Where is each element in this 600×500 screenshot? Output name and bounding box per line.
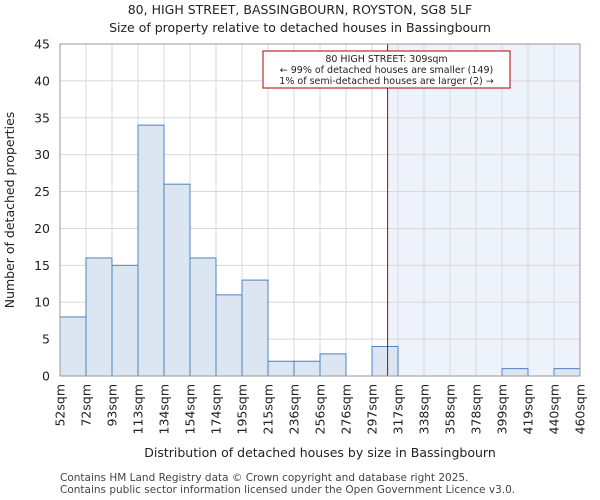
x-tick-label: 113sqm [131,384,146,434]
x-tick-label: 215sqm [261,384,276,434]
y-tick-label: 0 [42,369,50,384]
x-tick-label: 52sqm [53,384,68,427]
x-tick-label: 297sqm [365,384,380,434]
y-axis-label: Number of detached properties [2,112,17,309]
x-tick-label: 440sqm [547,384,562,434]
x-tick-label: 338sqm [417,384,432,434]
annotation-line-1: 80 HIGH STREET: 309sqm [325,54,447,65]
x-tick-label: 93sqm [105,384,120,427]
bar [85,257,113,377]
y-tick-label: 20 [34,221,50,236]
annotation-frame [262,50,511,89]
bar [293,360,321,377]
x-tick-label: 460sqm [573,384,588,434]
x-axis-label: Distribution of detached houses by size … [144,445,496,460]
x-tick-label: 154sqm [183,384,198,434]
y-tick-label: 40 [34,73,50,88]
larger-region-shade [387,44,580,376]
x-tick-label: 72sqm [79,384,94,427]
bar [501,368,529,377]
footer-copyright: Contains HM Land Registry data © Crown c… [60,472,468,484]
annotation-box: 80 HIGH STREET: 309sqm ← 99% of detached… [262,50,511,89]
x-tick-label: 174sqm [209,384,224,434]
bar [189,257,217,377]
x-axis-ticks: 52sqm 72sqm 93sqm 113sqm 134sqm 154sqm 174sqm 1… [53,384,588,434]
x-tick-label: 236sqm [287,384,302,434]
x-tick-label: 419sqm [521,384,536,434]
bar [553,368,581,377]
y-tick-label: 45 [34,37,50,52]
chart-title: 80, HIGH STREET, BASSINGBOURN, ROYSTON, … [128,2,473,17]
bar [215,294,243,377]
chart-subtitle: Size of property relative to detached ho… [109,20,491,35]
x-tick-label: 256sqm [313,384,328,434]
bar [371,345,399,377]
x-tick-label: 358sqm [443,384,458,434]
y-tick-label: 5 [42,332,50,347]
x-tick-label: 378sqm [469,384,484,434]
annotation-line-3: 1% of semi-detached houses are larger (2… [279,76,493,87]
x-tick-label: 276sqm [339,384,354,434]
x-tick-label: 195sqm [235,384,250,434]
bar [137,124,165,377]
bars [59,124,581,377]
y-tick-label: 25 [34,184,50,199]
bar [163,183,191,377]
annotation-line-2: ← 99% of detached houses are smaller (14… [280,65,493,76]
plot-frame [59,43,581,377]
x-tick-label: 317sqm [391,384,406,434]
y-tick-label: 15 [34,258,50,273]
bar [111,264,139,377]
bar [241,279,269,377]
footer-licence: Contains public sector information licen… [60,484,515,496]
bar [267,360,295,377]
plot-area: 80 HIGH STREET: 309sqm ← 99% of detached… [59,43,581,377]
y-axis-ticks: 0 5 10 15 20 25 30 35 40 45 [34,37,50,384]
x-tick-label: 134sqm [157,384,172,434]
y-tick-label: 35 [34,110,50,125]
x-tick-label: 399sqm [495,384,510,434]
y-tick-label: 30 [34,147,50,162]
bar [319,353,347,377]
bar [59,316,87,377]
y-tick-label: 10 [34,295,50,310]
